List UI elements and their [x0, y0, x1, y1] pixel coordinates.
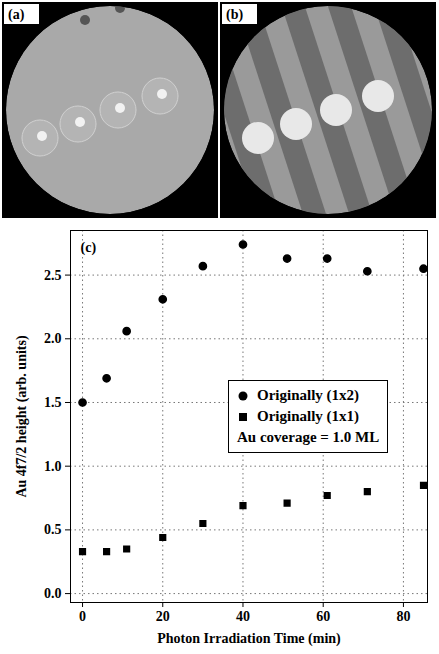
svg-text:(c): (c) [81, 240, 97, 256]
svg-text:0: 0 [79, 609, 86, 624]
svg-text:80: 80 [396, 609, 410, 624]
svg-text:0.5: 0.5 [44, 522, 62, 537]
svg-text:20: 20 [156, 609, 170, 624]
svg-text:(a): (a) [8, 7, 25, 23]
svg-text:1.5: 1.5 [44, 395, 62, 410]
svg-text:2.5: 2.5 [44, 268, 62, 283]
svg-text:2.0: 2.0 [44, 331, 62, 346]
html-text:Originally (1x2): Originally (1x2) [257, 387, 360, 403]
svg-text:(b): (b) [226, 7, 243, 23]
svg-text:0.0: 0.0 [44, 586, 62, 601]
svg-text:1.0: 1.0 [44, 459, 62, 474]
svg-text:Photon Irradiation Time (min): Photon Irradiation Time (min) [157, 631, 341, 647]
html-text:Au coverage = 1.0 ML: Au coverage = 1.0 ML [237, 429, 380, 445]
svg-text:Au 4f7/2 height (arb. units): Au 4f7/2 height (arb. units) [14, 335, 30, 498]
svg-text:40: 40 [236, 609, 250, 624]
html-text:Originally (1x1): Originally (1x1) [257, 408, 360, 424]
svg-text:60: 60 [316, 609, 330, 624]
